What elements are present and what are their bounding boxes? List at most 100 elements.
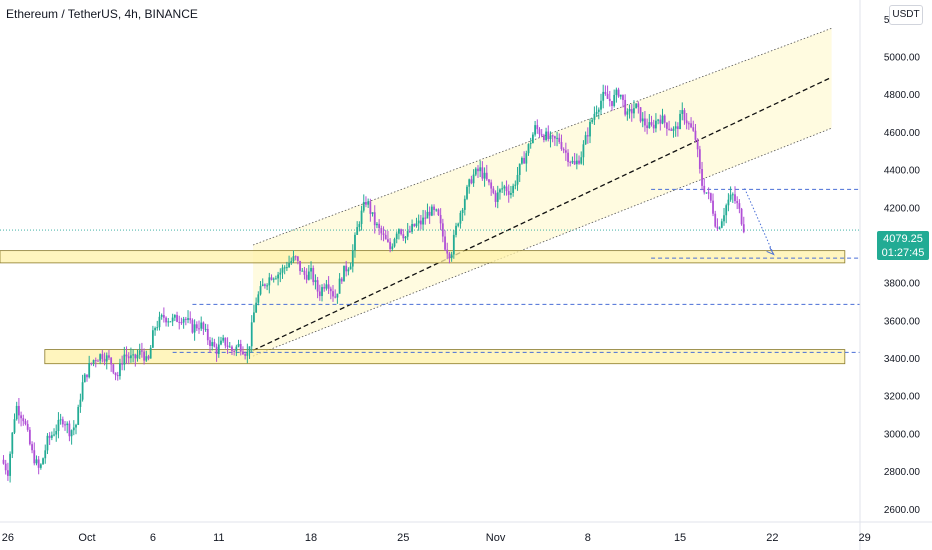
candle-body-227 [501, 188, 504, 190]
candle-body-252 [556, 137, 558, 139]
candle-body-322 [709, 193, 712, 201]
candle-body-117 [259, 286, 262, 295]
candle-body-190 [419, 220, 422, 225]
candle-body-90 [200, 322, 203, 329]
currency-unit-button[interactable]: USDT [889, 5, 923, 25]
candle-body-89 [198, 328, 200, 330]
candle-body-120 [266, 285, 269, 287]
channel-upper-line [252, 27, 832, 246]
candle-body-253 [558, 137, 561, 142]
candle-body-134 [296, 256, 299, 261]
candle-body-235 [518, 163, 521, 175]
candle-body-81 [180, 322, 183, 324]
channel-middle-line [252, 76, 832, 352]
price-tick-label: 5000.00 [884, 53, 921, 64]
candle-body-87 [193, 324, 196, 333]
candle-body-80 [178, 321, 181, 323]
candle-body-237 [523, 157, 526, 164]
candle-body-169 [373, 212, 376, 226]
candle-body-17 [39, 464, 42, 468]
candle-body-4 [11, 432, 14, 454]
candle-body-30 [68, 423, 71, 437]
candle-body-10 [24, 421, 27, 424]
candle-body-296 [652, 124, 655, 129]
candle-body-6 [15, 405, 18, 420]
candle-body-93 [206, 328, 209, 341]
candles [2, 84, 745, 483]
candle-body-327 [720, 221, 723, 228]
time-axis-labels[interactable]: 26 Oct 6 11 18 25 Nov 8 15 22 29 [2, 532, 871, 544]
candle-body-298 [657, 119, 660, 121]
candle-body-151 [334, 296, 337, 298]
time-tick-label: 15 [674, 532, 686, 544]
projection-arrow[interactable] [744, 188, 775, 256]
price-tick-label: 4400.00 [884, 166, 921, 177]
candle-body-239 [527, 144, 530, 154]
candle-body-247 [545, 131, 547, 140]
candle-body-277 [611, 100, 613, 106]
candle-body-180 [398, 229, 400, 234]
time-tick-label: 29 [858, 532, 870, 544]
candle-body-220 [485, 172, 488, 180]
candle-body-96 [213, 342, 216, 347]
candle-body-146 [323, 287, 326, 289]
candle-body-186 [411, 224, 413, 232]
candle-body-295 [650, 122, 653, 125]
candle-body-130 [288, 263, 290, 268]
candle-body-265 [584, 135, 587, 145]
candle-body-19 [44, 450, 47, 459]
candle-body-58 [130, 355, 132, 359]
candle-body-77 [171, 317, 174, 322]
candle-body-288 [635, 103, 638, 109]
candle-body-212 [468, 179, 471, 187]
candle-body-108 [239, 343, 242, 352]
candle-body-309 [681, 110, 684, 114]
candle-body-314 [692, 127, 695, 131]
candle-body-114 [253, 312, 255, 323]
last-price-tag: 4079.25 01:27:45 [877, 231, 929, 260]
candle-body-105 [233, 350, 236, 352]
candle-body-308 [679, 113, 681, 130]
candle-body-33 [75, 424, 77, 428]
candle-body-210 [463, 198, 466, 210]
price-tick-label: 3800.00 [884, 279, 921, 290]
candle-body-95 [211, 342, 214, 346]
candle-body-224 [494, 192, 497, 202]
candle-body-53 [119, 363, 121, 377]
candle-body-126 [279, 272, 282, 275]
candle-body-36 [81, 382, 84, 400]
candle-body-230 [507, 191, 510, 195]
price-axis-background[interactable] [860, 0, 932, 522]
candle-body-68 [151, 330, 154, 348]
time-tick-label: 11 [213, 532, 224, 544]
candle-body-196 [433, 206, 435, 210]
parallel-channel[interactable] [252, 27, 832, 357]
candle-body-336 [740, 208, 743, 225]
candle-body-148 [327, 284, 330, 289]
candle-body-321 [707, 192, 710, 194]
candle-body-125 [277, 274, 279, 279]
candle-body-306 [674, 126, 677, 129]
candle-body-24 [55, 431, 58, 435]
candle-body-115 [255, 302, 258, 313]
candle-body-289 [637, 103, 640, 108]
candle-body-311 [685, 120, 688, 124]
candle-body-260 [573, 160, 576, 165]
candle-body-46 [103, 358, 106, 362]
candle-body-284 [626, 111, 629, 115]
candle-body-139 [307, 271, 310, 280]
candle-body-167 [369, 201, 372, 214]
candle-body-70 [156, 327, 159, 329]
candle-body-118 [261, 284, 264, 287]
candle-body-305 [672, 128, 675, 131]
candle-body-290 [639, 107, 642, 122]
candle-body-32 [72, 427, 75, 431]
candle-body-121 [268, 277, 271, 286]
candle-body-205 [452, 234, 455, 255]
candle-body-144 [318, 291, 321, 297]
candle-body-124 [274, 278, 277, 280]
candle-body-75 [167, 321, 170, 323]
candle-body-332 [731, 194, 734, 196]
candle-body-271 [597, 109, 600, 112]
